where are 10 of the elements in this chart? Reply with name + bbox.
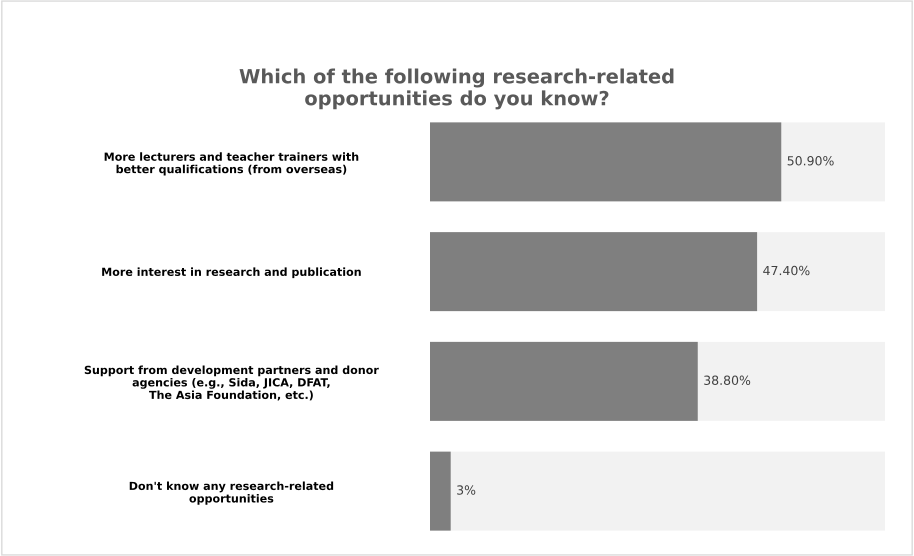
data-label: 3% bbox=[457, 485, 476, 495]
y-tick-label: Support from development partners and donor agencies (e.g., Sida, JICA, DFAT, The Asia Foundation, etc.) bbox=[84, 366, 379, 400]
data-label: 38.80% bbox=[704, 376, 750, 385]
y-tick-label: Don't know any research-related opportunities bbox=[130, 481, 334, 505]
bar bbox=[430, 452, 451, 531]
y-tick-label: More lecturers and teacher trainers with better qualifications (from overseas) bbox=[104, 152, 358, 176]
data-label: 50.90% bbox=[788, 156, 834, 166]
y-tick-label: More interest in research and publication bbox=[102, 267, 361, 278]
data-label: 47.40% bbox=[763, 266, 810, 276]
chart-title: Which of the following research-related opportunities do you know? bbox=[240, 68, 674, 110]
